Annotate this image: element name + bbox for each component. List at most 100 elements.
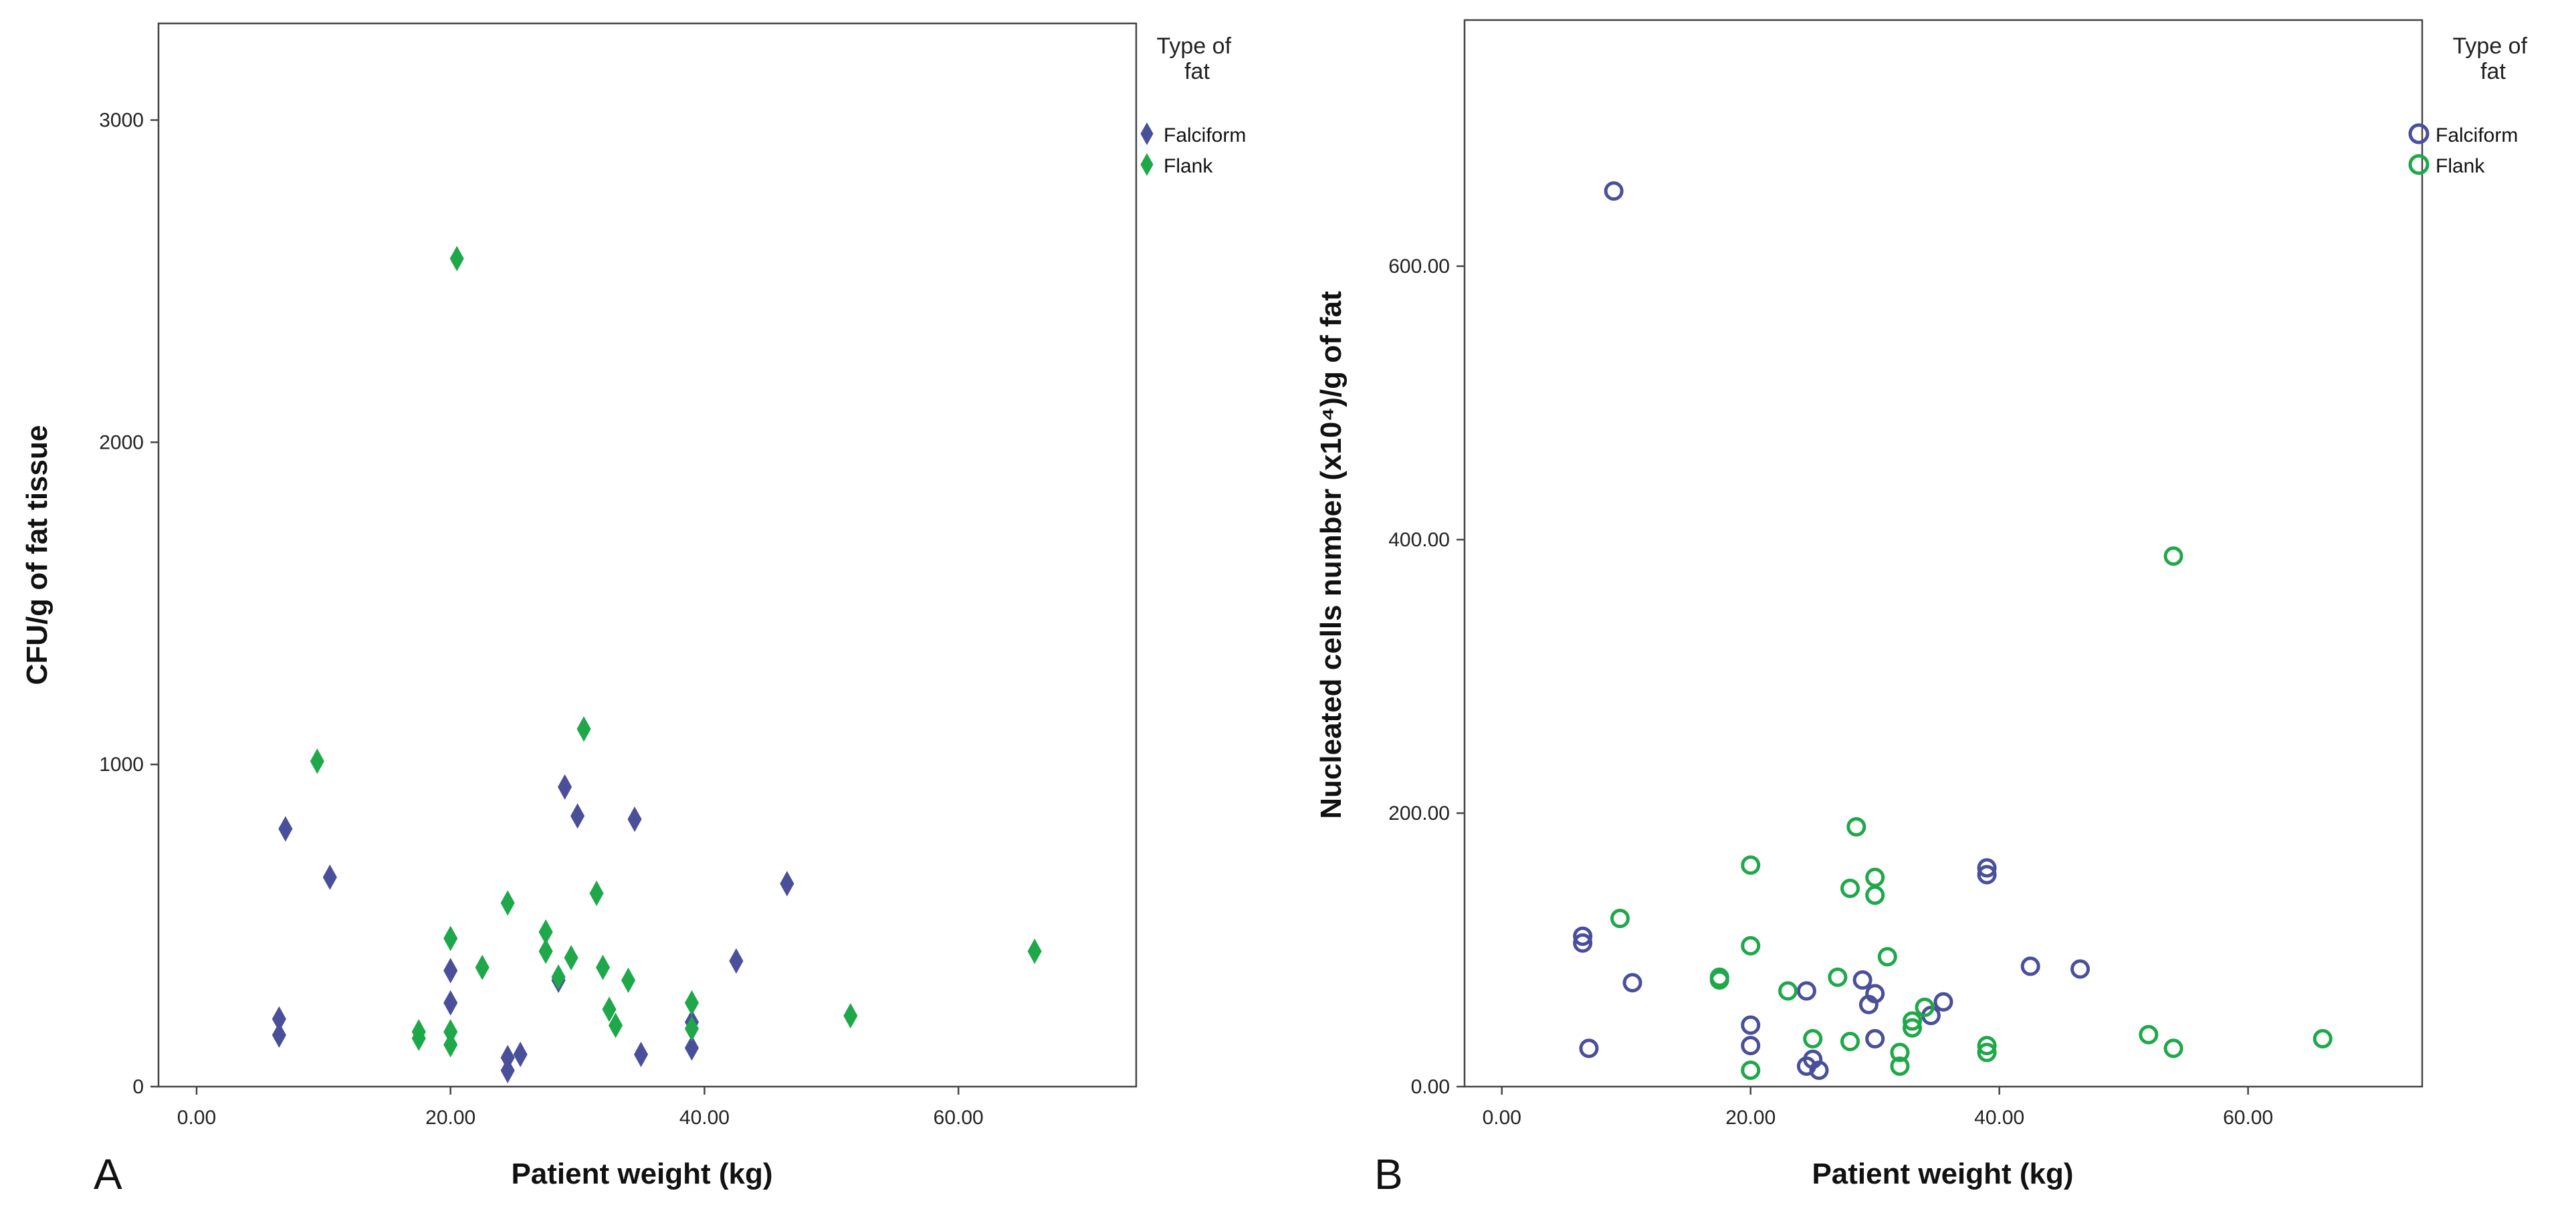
data-point-falciform [513,1041,528,1067]
data-point-flank [576,716,591,742]
x-tick-label-b: 60.00 [2223,1107,2273,1129]
data-point-flank [564,945,578,971]
data-point-falciform [1977,865,1997,885]
data-point-flank [1890,1042,1910,1063]
data-point-falciform [1977,858,1997,878]
legend-marker-flank [1140,152,1154,177]
data-point-flank [1027,938,1042,964]
data-point-flank [602,996,617,1022]
x-tick-label-a: 0.00 [177,1107,216,1129]
data-point-falciform [1741,1015,1761,1035]
panel-label-a: A [94,1150,122,1198]
data-point-flank [1610,908,1630,928]
y-axis-title-b: Nucleated cells number (x10⁴)/g of fat [1315,291,1348,819]
data-point-falciform [1741,1036,1761,1056]
data-point-falciform [633,1041,649,1067]
data-point-flank [500,890,515,916]
data-point-flank [1741,1060,1761,1080]
data-point-flank [608,1012,623,1038]
data-point-flank [1890,1056,1910,1076]
data-point-flank [589,880,604,906]
data-points-a [272,245,1042,1083]
data-point-falciform [1865,1028,1885,1049]
data-point-falciform [1865,984,1885,1004]
data-point-flank [475,954,490,980]
data-point-flank [310,748,324,774]
y-tick-label-a: 3000 [99,110,144,132]
data-point-falciform [2070,959,2090,979]
legend-title-a: Type of fat [1157,33,1238,84]
plot-area-b [1463,19,2424,1088]
y-tick-label-b: 200.00 [1388,802,1450,825]
data-point-flank [843,1002,858,1029]
x-tick-label-a: 40.00 [679,1107,730,1129]
data-point-flank [1803,1028,1823,1049]
data-point-falciform [278,816,293,842]
data-points-b [1573,181,2333,1080]
x-axis-title-a: Patient weight (kg) [511,1158,772,1190]
data-point-flank [1741,936,1761,956]
tick-labels-a: 0.00 20.00 40.00 60.00 0 1000 2000 3000 [99,110,983,1129]
data-point-falciform [322,864,337,890]
data-point-flank [2139,1024,2159,1045]
data-point-falciform [1796,981,1816,1001]
data-point-flank [621,967,636,994]
y-tick-label-a: 1000 [99,754,144,776]
data-point-falciform [2020,956,2040,976]
legend-label-falciform-a: Falciform [1164,124,1246,146]
legend-title-a-line1: Type of [1157,33,1232,59]
y-tick-label-b: 600.00 [1388,255,1450,278]
y-tick-label-a: 0 [132,1076,144,1098]
y-tick-label-b: 400.00 [1388,529,1450,551]
x-tick-label-b: 20.00 [1725,1107,1776,1129]
plot-area-a [157,22,1138,1088]
legend-markers-a [1140,122,1154,177]
data-point-flank [551,964,566,990]
legend-label-falciform-b: Falciform [2436,124,2518,146]
data-point-falciform [729,948,744,974]
axis-ticks-b [1457,265,2249,1095]
data-point-flank [1840,1032,1860,1052]
data-point-falciform [1622,973,1642,993]
data-point-flank [1778,981,1798,1001]
x-tick-label-b: 40.00 [1974,1107,2024,1129]
data-point-flank [443,1019,458,1045]
data-point-flank [1741,855,1761,875]
data-point-flank [1977,1036,1997,1056]
data-point-flank [1903,1018,1923,1038]
data-point-flank [411,1019,426,1045]
legend-label-flank-a: Flank [1164,155,1213,177]
legend-title-b-line2: fat [2480,59,2506,84]
data-point-falciform [500,1057,515,1083]
legend-title-b: Type of fat [2453,33,2534,84]
data-point-flank [449,245,464,271]
x-axis-title-b: Patient weight (kg) [1812,1158,2073,1190]
legend-marker-falciform [2408,123,2430,144]
data-point-falciform [570,803,585,829]
legend-b: Type of fat Falciform Flank [2408,33,2534,177]
y-axis-title-a: CFU/g of fat tissue [21,425,53,685]
legend-label-flank-b: Flank [2436,155,2485,177]
data-point-falciform [1579,1038,1599,1059]
legend-title-a-line2: fat [1184,59,1210,84]
data-point-falciform [780,871,794,897]
y-tick-label-b: 0.00 [1411,1076,1450,1098]
data-point-falciform [1573,933,1593,953]
x-tick-label-b: 0.00 [1483,1107,1521,1129]
chart-panel-a: 0.00 20.00 40.00 60.00 0 1000 2000 3000 CFU/g o… [21,22,1246,1198]
data-point-flank [1977,1042,1997,1063]
y-tick-label-a: 2000 [99,431,144,453]
axis-ticks-a [150,119,960,1095]
data-point-flank [595,954,611,980]
data-point-flank [2163,1038,2183,1059]
tick-labels-b: 0.00 20.00 40.00 60.00 0.00 200.00 400.00 600.0… [1388,255,2273,1129]
data-point-falciform [272,1022,286,1048]
panel-label-b: B [1374,1150,1403,1198]
legend-markers-b [2408,123,2430,175]
data-point-flank [1915,997,1935,1017]
data-point-falciform [1573,926,1593,946]
data-point-falciform [443,990,458,1016]
data-point-flank [2313,1028,2333,1049]
data-point-flank [1840,878,1860,898]
